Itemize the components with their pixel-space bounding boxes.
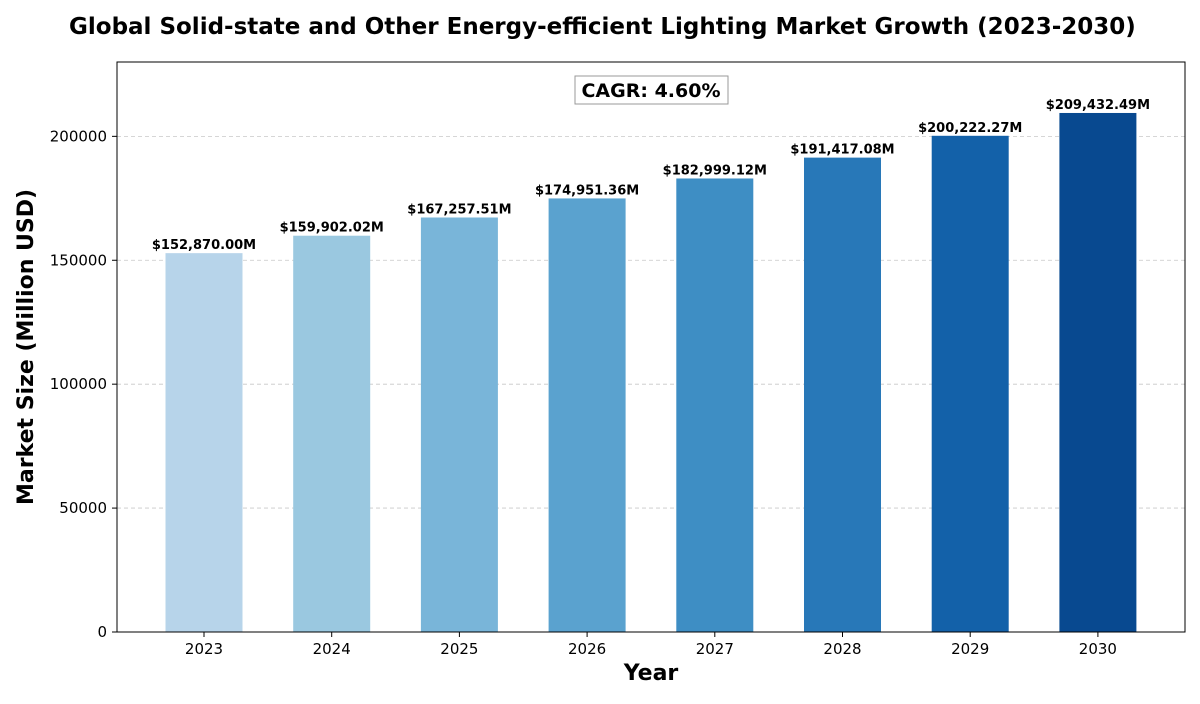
grid-lines — [117, 135, 1185, 509]
y-tick-label: 150000 — [50, 251, 107, 269]
data-label: $167,257.51M — [407, 202, 511, 217]
y-tick-label: 100000 — [50, 375, 107, 393]
bar — [165, 253, 243, 632]
bar — [931, 135, 1009, 632]
data-label: $209,432.49M — [1046, 98, 1150, 113]
x-tick-label: 2024 — [313, 640, 351, 658]
plot-frame — [116, 61, 1186, 633]
x-axis: 2023 2024 2025 2026 2027 2028 2029 2030 — [185, 632, 1117, 658]
bar — [548, 198, 626, 632]
bar — [1059, 112, 1137, 632]
y-axis-label: Market Size (Million USD) — [14, 189, 39, 505]
y-axis: 0 50000 100000 150000 200000 — [50, 127, 117, 641]
data-label: $159,902.02M — [280, 221, 384, 236]
data-labels: $152,870.00M $159,902.02M $167,257.51M $174… — [152, 98, 1150, 253]
x-tick-label: 2030 — [1079, 640, 1117, 658]
data-label: $182,999.12M — [663, 163, 767, 178]
chart-title: Global Solid-state and Other Energy-effi… — [69, 14, 1136, 40]
x-axis-label: Year — [623, 661, 679, 686]
data-label: $174,951.36M — [535, 183, 639, 198]
cagr-annotation-box — [574, 75, 729, 105]
bar — [676, 178, 754, 632]
y-tick-label: 0 — [97, 623, 107, 641]
x-tick-label: 2025 — [440, 640, 478, 658]
bars — [165, 112, 1137, 633]
data-label: $200,222.27M — [918, 121, 1022, 136]
x-tick-label: 2026 — [568, 640, 606, 658]
x-tick-label: 2029 — [951, 640, 989, 658]
cagr-annotation-text: CAGR: 4.60% — [581, 80, 720, 102]
x-tick-label: 2023 — [185, 640, 223, 658]
data-label: $152,870.00M — [152, 238, 256, 253]
bar — [420, 217, 498, 633]
x-tick-label: 2027 — [696, 640, 734, 658]
x-tick-label: 2028 — [823, 640, 861, 658]
cagr-annotation: CAGR: 4.60% — [574, 75, 729, 105]
bar — [293, 235, 371, 633]
bar — [804, 157, 881, 633]
y-tick-label: 50000 — [59, 499, 107, 517]
y-tick-label: 200000 — [50, 127, 107, 145]
data-label: $191,417.08M — [790, 143, 894, 158]
